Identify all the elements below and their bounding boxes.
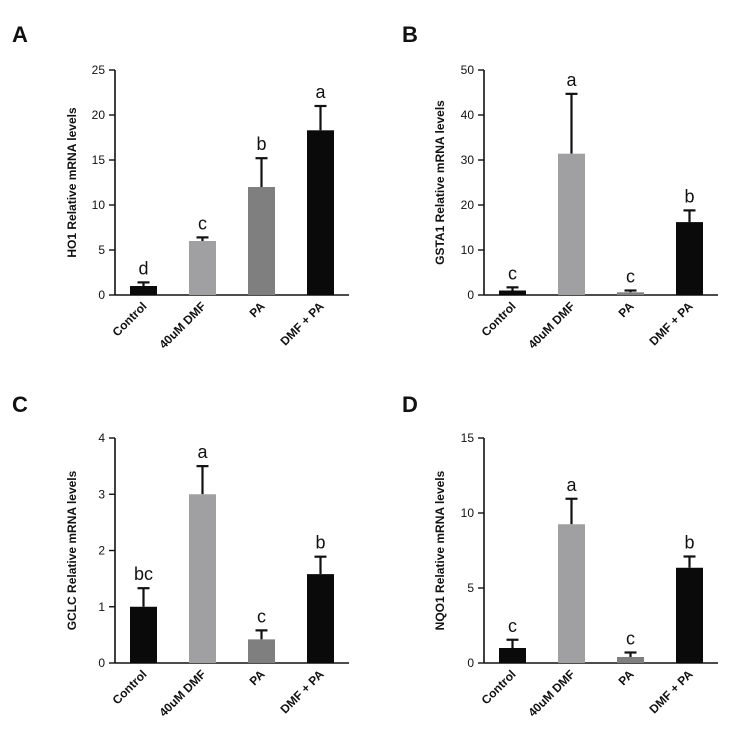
panel-letter: B [402, 22, 418, 47]
significance-label: bc [134, 564, 153, 584]
significance-label: b [684, 186, 694, 206]
y-tick-label: 40 [461, 108, 475, 122]
category-label: DMF + PA [278, 299, 327, 348]
y-tick-label: 1 [98, 600, 105, 614]
significance-label: c [508, 263, 517, 283]
category-label: DMF + PA [278, 667, 327, 716]
category-label: 40uM DMF [525, 299, 577, 351]
y-axis-label: HO1 Relative mRNA levels [65, 107, 79, 258]
y-tick-label: 3 [98, 487, 105, 501]
y-tick-label: 5 [467, 581, 474, 595]
y-tick-label: 5 [98, 243, 105, 257]
y-tick-label: 2 [98, 544, 105, 558]
significance-label: c [508, 616, 517, 636]
panel-letter: D [402, 392, 418, 417]
bar [617, 292, 644, 295]
y-tick-label: 30 [461, 153, 475, 167]
category-label: PA [616, 667, 637, 688]
bar [676, 567, 703, 663]
y-tick-label: 10 [92, 198, 106, 212]
category-label: PA [247, 667, 268, 688]
significance-label: d [138, 258, 148, 278]
bar [130, 606, 157, 663]
significance-label: a [566, 70, 577, 90]
y-tick-label: 10 [461, 243, 475, 257]
y-axis-label: GSTA1 Relative mRNA levels [433, 100, 447, 265]
y-tick-label: 15 [461, 431, 475, 445]
significance-label: b [256, 134, 266, 154]
significance-label: a [566, 475, 577, 495]
panel-letter: A [12, 22, 28, 47]
y-tick-label: 50 [461, 63, 475, 77]
category-label: 40uM DMF [156, 299, 208, 351]
bar [558, 153, 585, 295]
bar [499, 290, 526, 295]
panel-a: A 0 5 10 15 20 25 HO1 Relative mRNA levels d Cont… [12, 22, 349, 352]
category-label: PA [616, 299, 637, 320]
y-tick-label: 10 [461, 506, 475, 520]
y-tick-label: 4 [98, 431, 105, 445]
y-tick-label: 0 [467, 288, 474, 302]
category-label: DMF + PA [647, 667, 696, 716]
category-label: Control [110, 667, 150, 707]
category-label: 40uM DMF [525, 667, 577, 719]
y-tick-label: 0 [98, 288, 105, 302]
bar [676, 222, 703, 295]
y-axis-label: NQO1 Relative mRNA levels [433, 470, 447, 630]
bar [558, 524, 585, 663]
significance-label: c [626, 267, 635, 287]
bar [189, 494, 216, 663]
category-label: Control [110, 299, 150, 339]
bar [307, 130, 334, 295]
y-tick-label: 20 [461, 198, 475, 212]
bar [307, 574, 334, 663]
bar [499, 648, 526, 663]
y-tick-label: 15 [92, 153, 106, 167]
significance-label: b [315, 533, 325, 553]
significance-label: a [315, 82, 326, 102]
y-tick-label: 0 [467, 656, 474, 670]
significance-label: b [684, 533, 694, 553]
significance-label: a [197, 442, 208, 462]
bar [189, 241, 216, 295]
category-label: Control [479, 667, 519, 707]
panel-d: D 0 5 10 15 NQO1 Relative mRNA levels c Control… [402, 392, 718, 720]
y-axis-label: GCLC Relative mRNA levels [65, 470, 79, 630]
bar [130, 286, 157, 295]
y-tick-label: 20 [92, 108, 106, 122]
significance-label: c [198, 213, 207, 233]
panel-letter: C [12, 392, 28, 417]
category-label: PA [247, 299, 268, 320]
significance-label: c [257, 606, 266, 626]
bar [248, 639, 275, 663]
category-label: DMF + PA [647, 299, 696, 348]
significance-label: c [626, 629, 635, 649]
bar [617, 657, 644, 663]
bar [248, 187, 275, 295]
y-tick-label: 25 [92, 63, 106, 77]
y-tick-label: 0 [98, 656, 105, 670]
category-label: Control [479, 299, 519, 339]
category-label: 40uM DMF [156, 667, 208, 719]
